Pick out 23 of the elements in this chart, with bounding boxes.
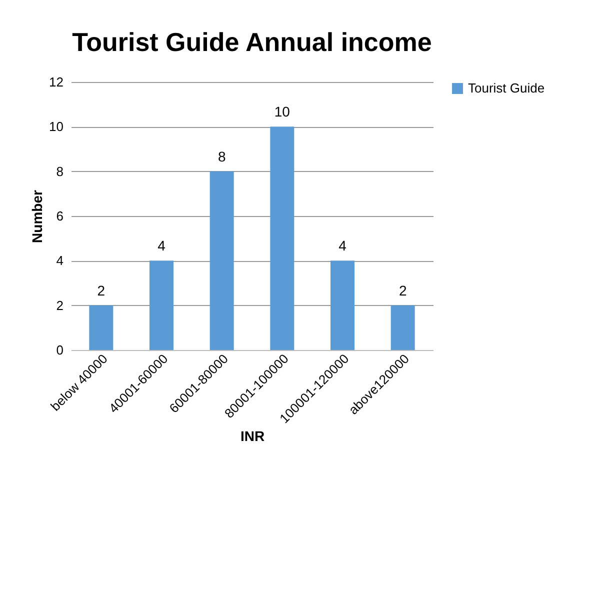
y-axis-title: Number [29, 190, 46, 243]
data-label: 4 [338, 238, 347, 254]
bar [150, 260, 174, 350]
y-tick-label: 6 [56, 208, 64, 224]
y-tick-label: 2 [56, 298, 64, 313]
data-label: 8 [218, 148, 226, 164]
y-tick-label: 0 [56, 342, 64, 358]
y-tick-label: 12 [49, 74, 64, 90]
data-label: 4 [158, 238, 166, 254]
data-label: 2 [398, 282, 407, 298]
bar [210, 171, 234, 350]
bar [330, 260, 354, 350]
bar [270, 126, 294, 350]
y-tick-label: 10 [49, 119, 64, 134]
y-tick-label: 8 [56, 164, 64, 179]
chart-title: Tourist Guide Annual income [72, 27, 432, 57]
y-tick-label: 4 [56, 253, 64, 268]
bar [390, 305, 415, 350]
legend-label: Tourist Guide [468, 80, 545, 96]
x-axis-title: INR [240, 428, 265, 444]
bar [89, 305, 114, 350]
data-label: 10 [274, 104, 290, 120]
data-label: 2 [97, 282, 106, 298]
